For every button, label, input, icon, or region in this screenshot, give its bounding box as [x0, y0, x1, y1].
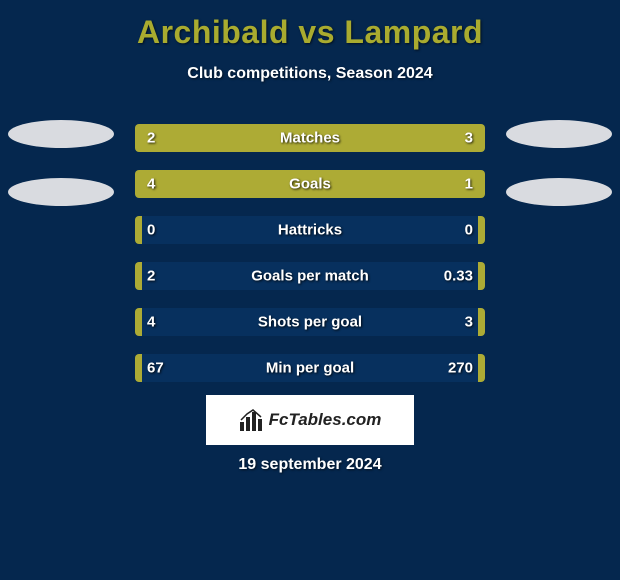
right-value: 3: [465, 314, 473, 331]
left-segment: [135, 124, 275, 152]
right-value: 270: [448, 360, 473, 377]
left-player-placeholders: [8, 120, 114, 206]
right-value: 3: [465, 130, 473, 147]
left-value: 4: [147, 176, 155, 193]
stat-row: 4 Shots per goal 3: [135, 308, 485, 336]
logo-text: FcTables.com: [269, 410, 382, 430]
row-label: Goals: [289, 176, 331, 193]
left-segment: [135, 262, 142, 290]
row-label: Hattricks: [278, 222, 342, 239]
right-value: 0.33: [444, 268, 473, 285]
right-value: 0: [465, 222, 473, 239]
stat-row: 2 Matches 3: [135, 124, 485, 152]
comparison-chart: 2 Matches 3 4 Goals 1 0 Hattricks 0 2 Goals per ma…: [135, 124, 485, 382]
stat-row: 67 Min per goal 270: [135, 354, 485, 382]
right-segment: [478, 216, 485, 244]
logo-icon: [239, 408, 265, 432]
right-value: 1: [465, 176, 473, 193]
left-value: 2: [147, 130, 155, 147]
stat-row: 2 Goals per match 0.33: [135, 262, 485, 290]
left-segment: [135, 354, 142, 382]
row-label: Min per goal: [266, 360, 354, 377]
logo-box: FcTables.com: [206, 395, 414, 445]
right-ellipse-2: [506, 178, 612, 206]
left-ellipse-2: [8, 178, 114, 206]
page-subtitle: Club competitions, Season 2024: [0, 65, 620, 83]
left-segment: [135, 308, 142, 336]
left-ellipse-1: [8, 120, 114, 148]
stat-row: 0 Hattricks 0: [135, 216, 485, 244]
left-segment: [135, 170, 401, 198]
left-value: 67: [147, 360, 164, 377]
right-segment: [478, 308, 485, 336]
left-segment: [135, 216, 142, 244]
row-label: Goals per match: [251, 268, 369, 285]
right-ellipse-1: [506, 120, 612, 148]
page-title: Archibald vs Lampard: [0, 0, 620, 51]
right-segment: [478, 354, 485, 382]
right-player-placeholders: [506, 120, 612, 206]
left-value: 0: [147, 222, 155, 239]
date-text: 19 september 2024: [238, 456, 381, 474]
row-label: Shots per goal: [258, 314, 362, 331]
row-label: Matches: [280, 130, 340, 147]
stat-row: 4 Goals 1: [135, 170, 485, 198]
right-segment: [478, 262, 485, 290]
left-value: 4: [147, 314, 155, 331]
left-value: 2: [147, 268, 155, 285]
